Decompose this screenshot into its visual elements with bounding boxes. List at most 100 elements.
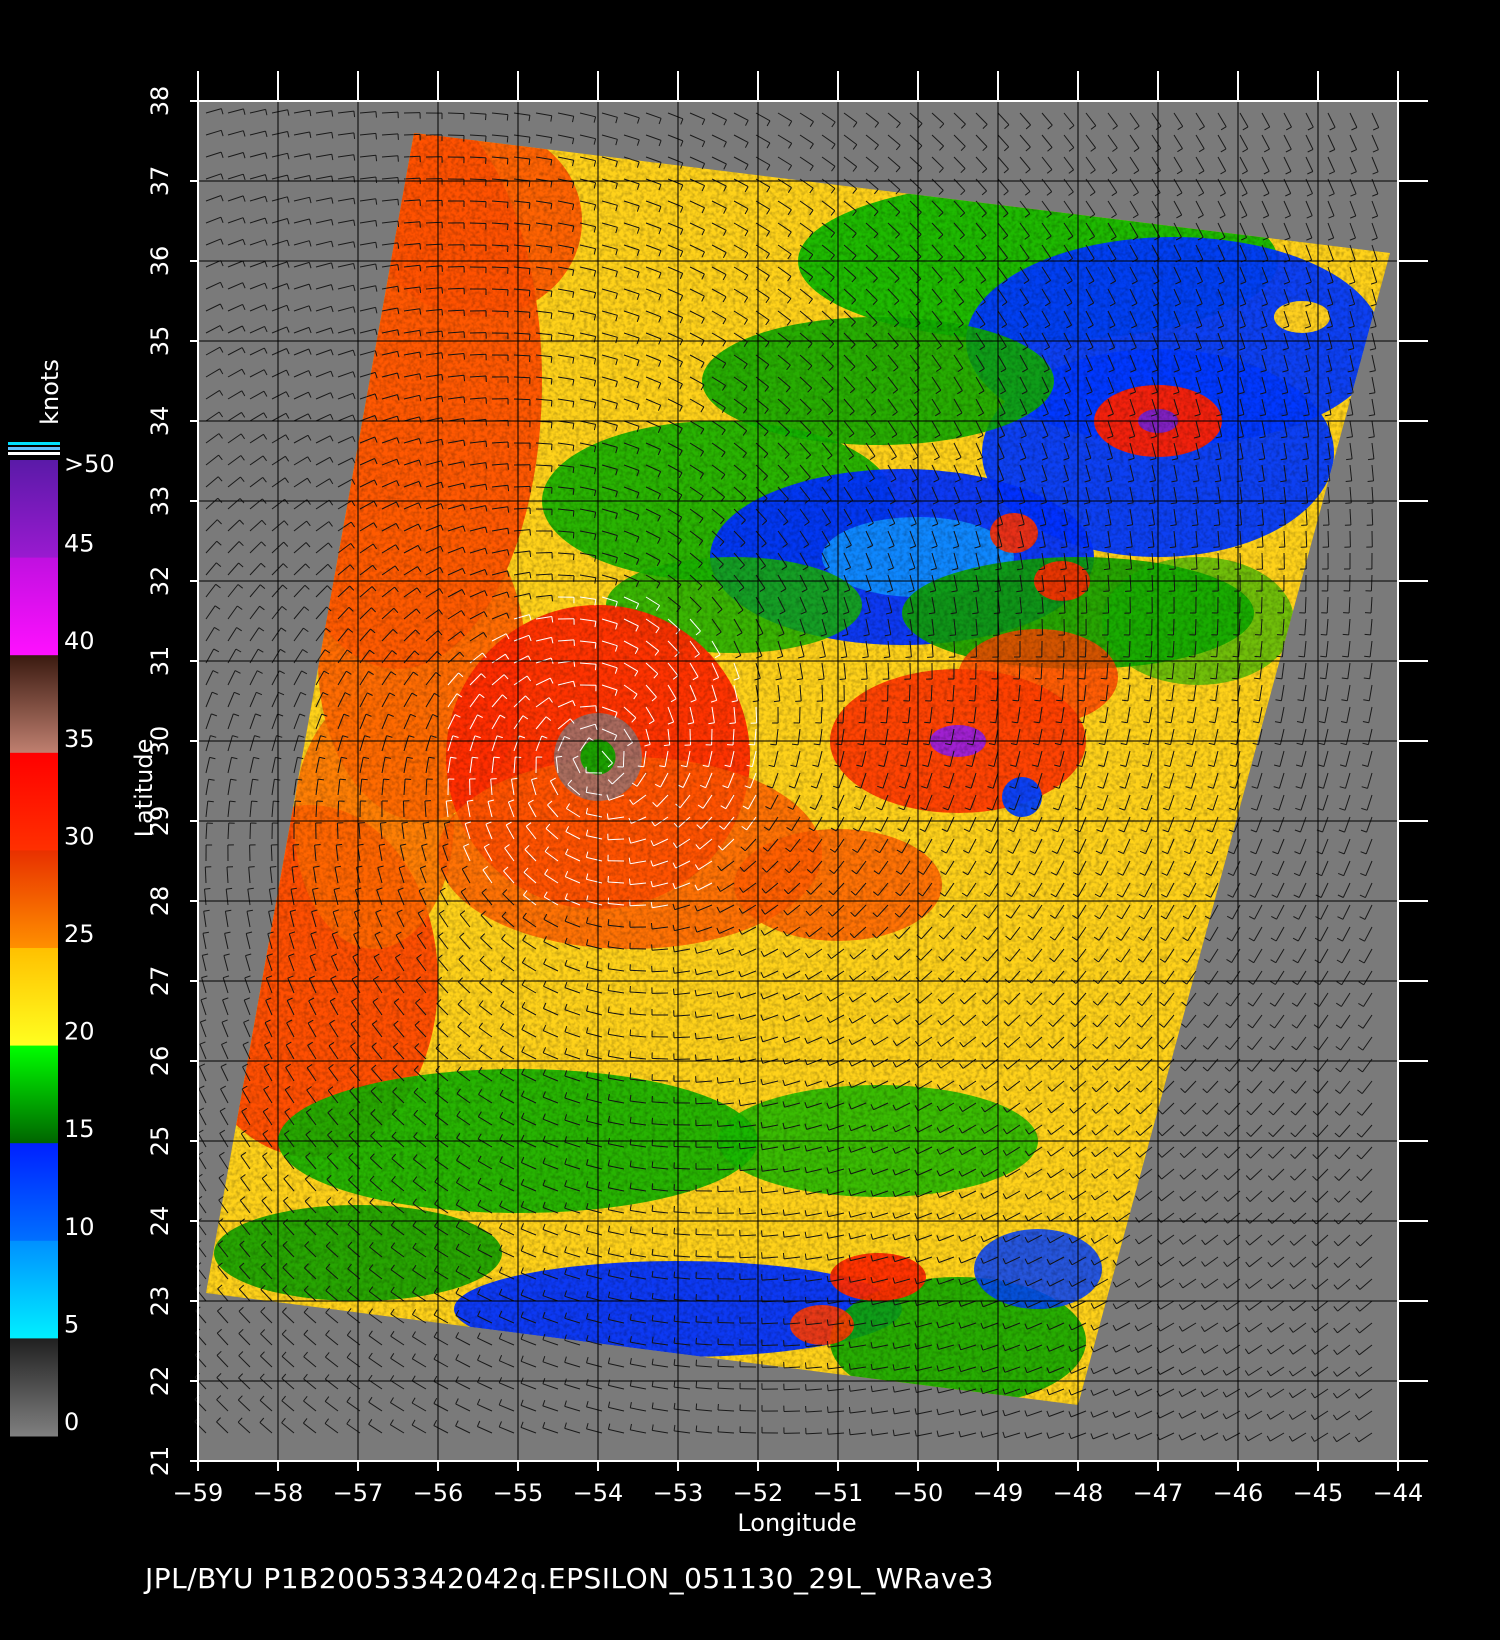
wind-barb [1367, 728, 1373, 745]
wind-barb [381, 220, 398, 224]
wind-barb [1281, 662, 1285, 679]
wind-barb-flag [234, 691, 240, 696]
wind-barb-flag [246, 909, 253, 912]
wind-barb [447, 112, 465, 115]
wind-barb [1325, 662, 1329, 679]
wind-barb [205, 779, 210, 796]
wind-barb [205, 735, 211, 752]
wind-barb [1206, 1102, 1219, 1115]
wind-barb [315, 585, 328, 598]
wind-barb [204, 889, 207, 906]
wind-barb [205, 389, 220, 400]
wind-barb [1349, 486, 1352, 503]
wind-barb-flag [1351, 127, 1358, 131]
wind-barb [315, 499, 330, 510]
wind-barb-flag [1226, 958, 1232, 964]
wind-barb-flag [219, 303, 224, 310]
wind-barb-flag [286, 196, 290, 203]
wind-barb-flag [1224, 1066, 1230, 1072]
wind-barb [1302, 706, 1307, 723]
wind-barb [271, 801, 274, 818]
wind-barb-flag [1363, 699, 1370, 702]
wind-barb-flag [1250, 829, 1257, 833]
wind-barb [1305, 200, 1313, 216]
wind-barb [1217, 112, 1227, 127]
wind-barb [227, 108, 244, 114]
wind-barb-flag [221, 1041, 228, 1045]
wind-barb-flag [766, 120, 771, 127]
wind-barb-flag [285, 413, 290, 419]
wind-barb-flag [1089, 191, 1096, 197]
wind-barb-flag [895, 144, 901, 151]
wind-barb [535, 112, 552, 117]
wind-barb [733, 134, 749, 143]
wind-barb-flag [286, 240, 290, 247]
wind-barb-flag [307, 456, 312, 463]
wind-barb [315, 110, 332, 114]
wind-barb-flag [1371, 237, 1378, 241]
wind-barb-flag [787, 165, 793, 171]
wind-barb [1184, 1080, 1197, 1093]
wind-barb-flag [1003, 168, 1009, 174]
wind-barb [271, 735, 277, 752]
wind-barb [381, 111, 399, 114]
wind-barb [1253, 948, 1263, 963]
wind-barb [1303, 640, 1307, 657]
wind-barb [1302, 684, 1307, 701]
wind-barb-flag [202, 953, 209, 956]
wind-barb-flag [304, 584, 310, 590]
wind-barb-flag [200, 1019, 207, 1023]
wind-barb [447, 134, 465, 136]
wind-barb-flag [1242, 148, 1248, 153]
wind-barb [1342, 926, 1351, 942]
wind-barb-flag [224, 931, 231, 934]
wind-barb [1364, 904, 1373, 920]
wind-barb [1129, 200, 1139, 215]
wind-barb [293, 391, 309, 400]
wind-barb [205, 238, 221, 246]
wind-barb-flag [1269, 1002, 1276, 1007]
wind-barb [315, 327, 332, 334]
wind-barb-flag [247, 887, 254, 890]
wind-barb [205, 411, 220, 422]
wind-barb-flag [831, 143, 836, 150]
wind-barb [337, 392, 354, 400]
wind-barb [199, 1021, 207, 1038]
wind-barb [293, 627, 304, 642]
wind-barb-flag [1111, 169, 1118, 175]
wind-barb [293, 131, 310, 136]
wind-barb-flag [1180, 1023, 1187, 1028]
wind-barb [1326, 618, 1329, 636]
wind-barb-flag [300, 691, 307, 696]
wind-barb-flag [1336, 1002, 1342, 1007]
wind-barb [220, 1066, 229, 1082]
wind-barb [249, 325, 265, 334]
wind-barb-flag [1133, 147, 1140, 153]
wind-barb-flag [242, 239, 246, 246]
wind-barb [222, 977, 229, 994]
wind-barb-flag [259, 605, 265, 611]
wind-barb [1129, 112, 1140, 127]
wind-barb [249, 584, 261, 598]
wind-barb [315, 392, 331, 400]
wind-barb-flag [1090, 125, 1097, 130]
wind-barb-flag [1111, 191, 1118, 197]
wind-barb [337, 414, 353, 422]
wind-barb-flag [1269, 1024, 1275, 1029]
wind-barb-flag [1069, 125, 1075, 130]
wind-barb-flag [1360, 851, 1367, 855]
wind-barb [249, 347, 265, 356]
wind-barb-flag [1263, 192, 1270, 197]
wind-barb [227, 498, 241, 510]
wind-barb [249, 239, 266, 246]
wind-barb-flag [222, 997, 229, 1001]
wind-barb-flag [852, 166, 858, 172]
wind-barb-flag [225, 909, 232, 912]
wind-barb [315, 305, 332, 312]
wind-barb [733, 112, 749, 121]
wind-barb-flag [744, 142, 749, 148]
wind-barb-flag [353, 285, 356, 292]
wind-barb [1273, 1080, 1285, 1094]
wind-barb [1318, 1014, 1329, 1029]
wind-barb-flag [1298, 655, 1305, 658]
